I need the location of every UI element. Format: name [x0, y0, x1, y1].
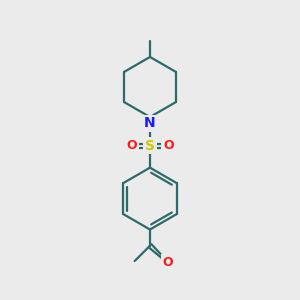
Text: O: O: [162, 256, 173, 269]
Text: S: S: [145, 139, 155, 153]
Text: O: O: [126, 139, 137, 152]
Text: N: N: [144, 116, 156, 130]
Text: O: O: [163, 139, 174, 152]
